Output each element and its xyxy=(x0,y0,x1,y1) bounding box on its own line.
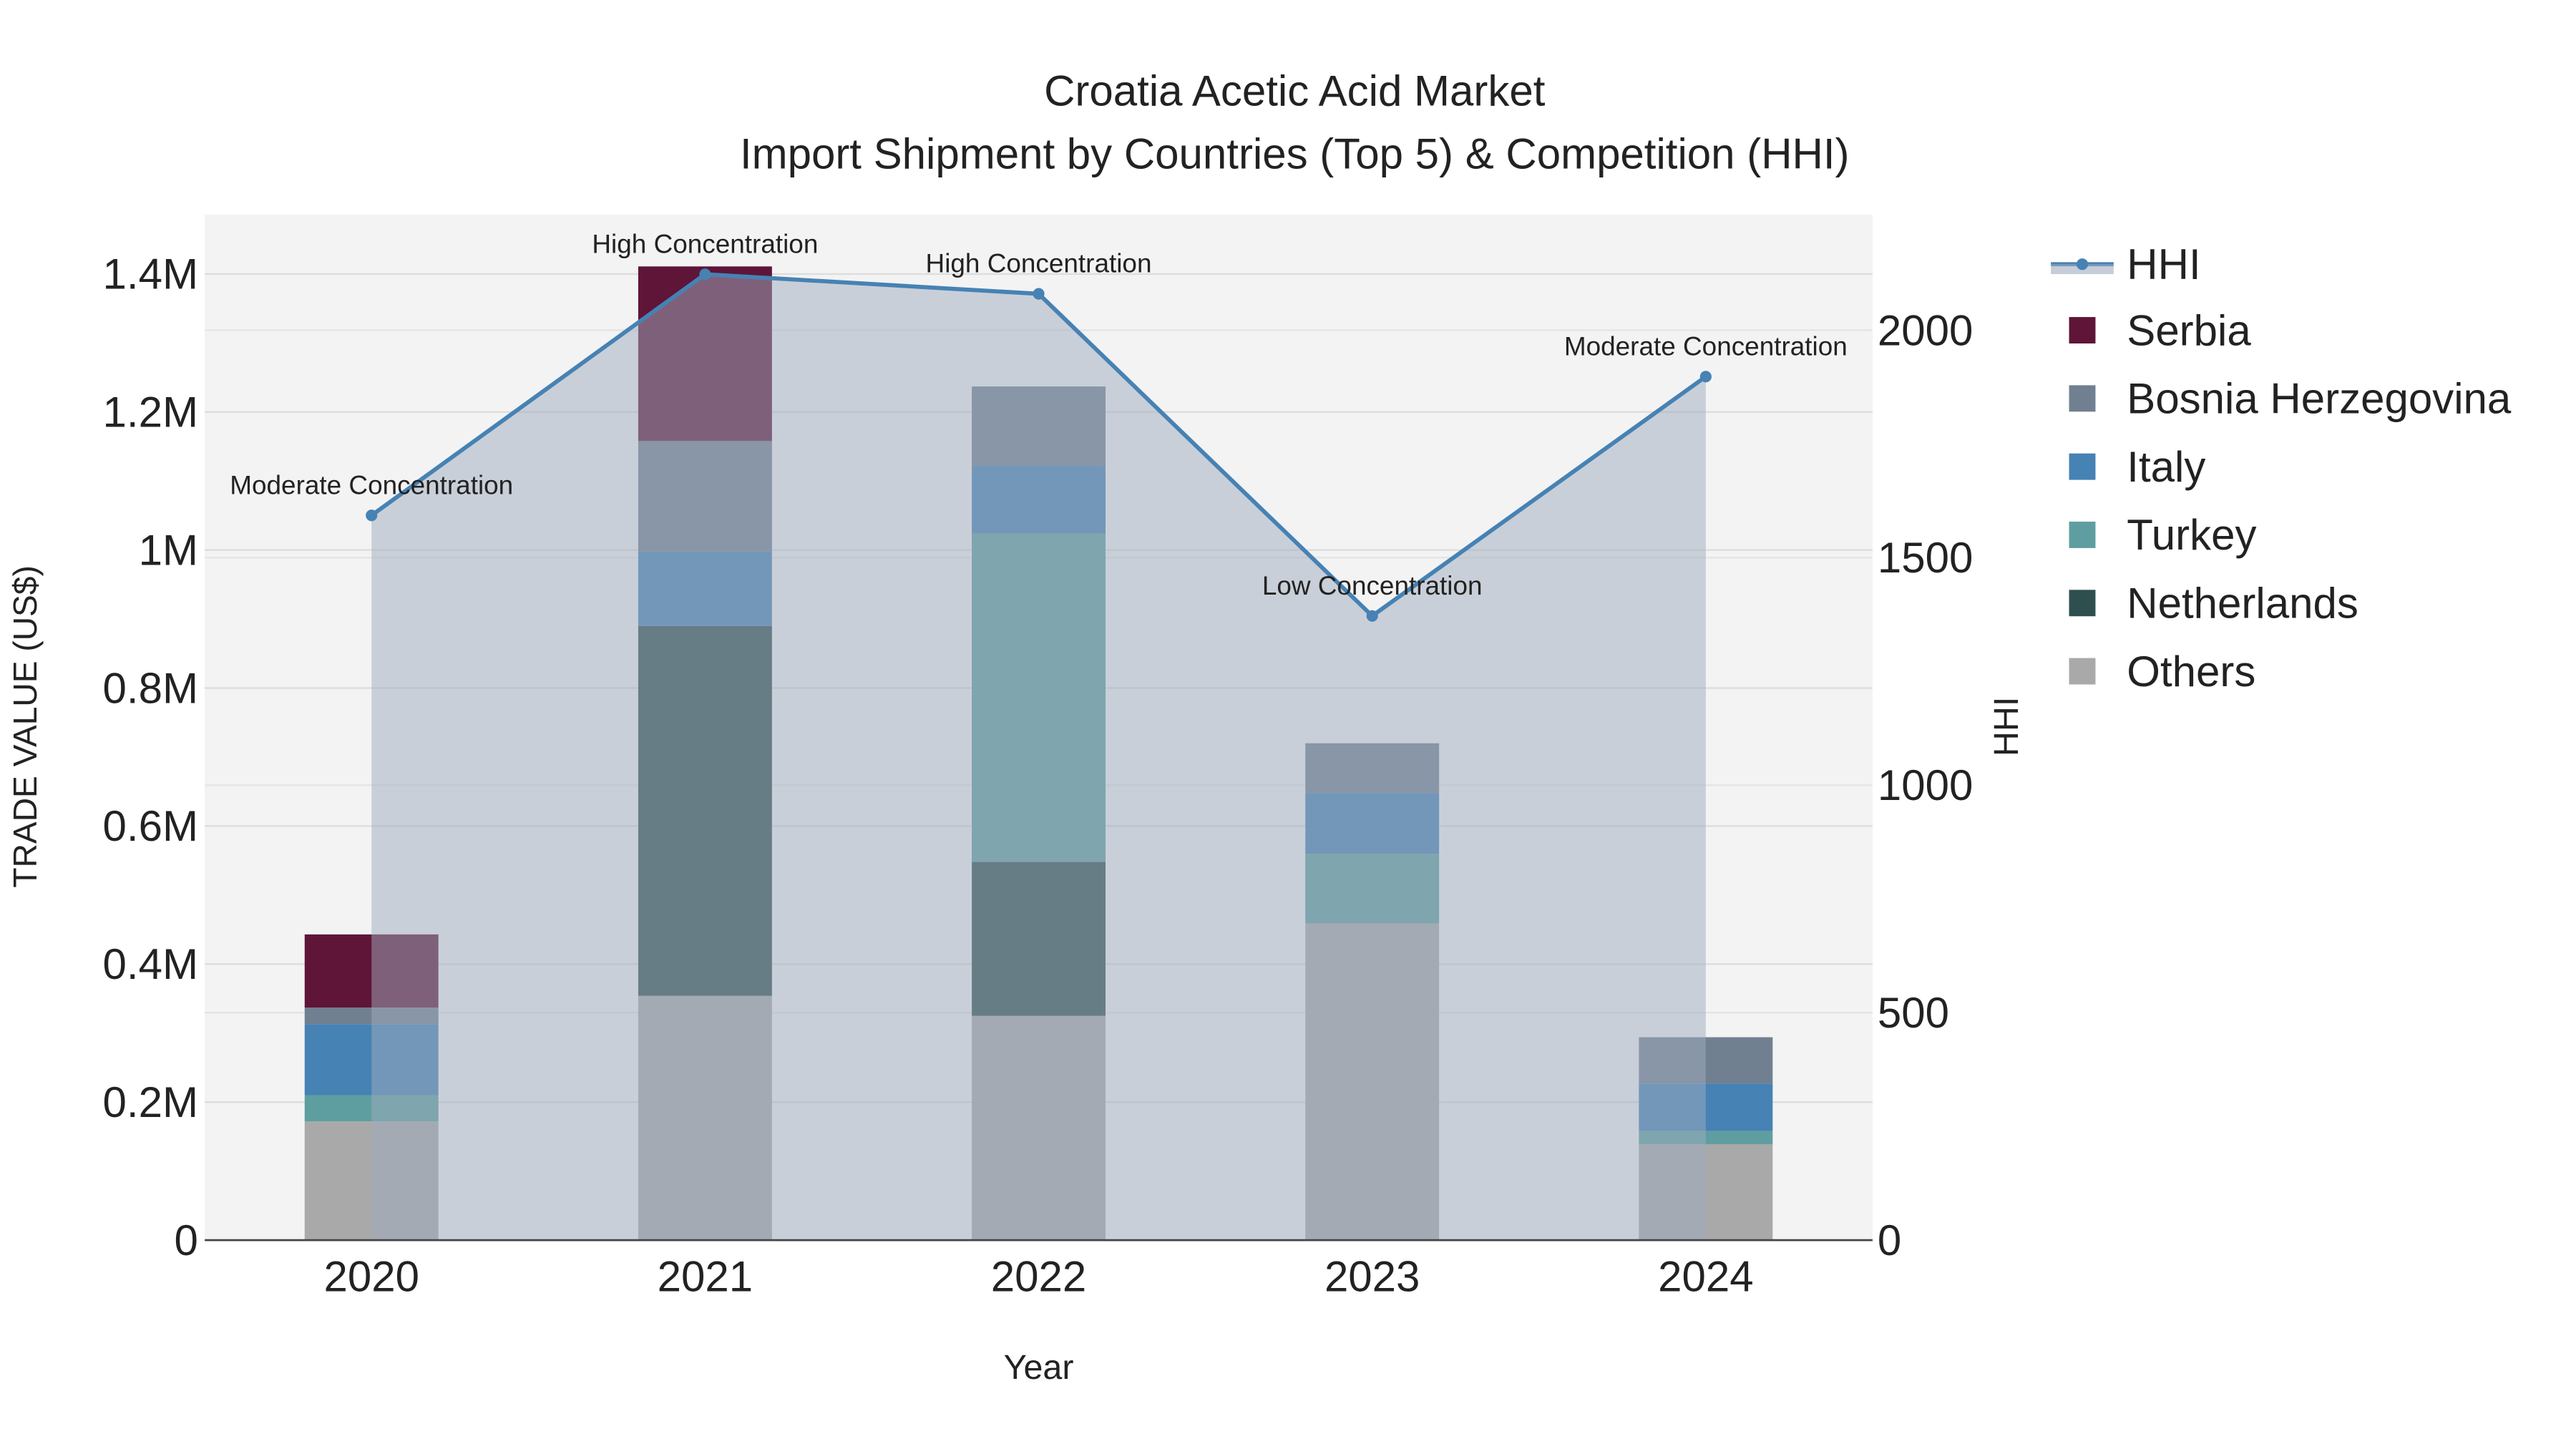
x-tick-label: 2023 xyxy=(1324,1253,1420,1301)
y2-tick-label: 0 xyxy=(1878,1216,1901,1264)
hhi-annotation: High Concentration xyxy=(592,229,818,258)
legend-label: Serbia xyxy=(2127,306,2251,354)
chart-subtitle: Import Shipment by Countries (Top 5) & C… xyxy=(740,130,1850,177)
y-axis-ticks: 0 0.2M 0.4M 0.6M 0.8M 1M 1.2M 1.4M xyxy=(103,250,198,1264)
legend-hhi-marker-icon xyxy=(2076,258,2089,270)
legend-label-hhi: HHI xyxy=(2127,240,2200,288)
y-tick-label: 1.2M xyxy=(103,389,198,436)
legend-label: Netherlands xyxy=(2127,580,2358,628)
y-tick-label: 0.4M xyxy=(103,940,198,988)
hhi-annotation: Moderate Concentration xyxy=(1564,331,1848,361)
y2-tick-label: 1000 xyxy=(1878,761,1973,809)
hhi-annotation: High Concentration xyxy=(926,249,1152,278)
hhi-point xyxy=(366,509,378,522)
x-axis-label: Year xyxy=(1004,1348,1074,1387)
y2-axis-label: HHI xyxy=(1987,697,2026,756)
legend-label: Turkey xyxy=(2127,511,2256,559)
legend-swatch-others xyxy=(2069,658,2096,685)
hhi-area xyxy=(371,274,1706,1241)
legend-swatch-serbia xyxy=(2069,317,2096,343)
x-axis-ticks: 2020 2021 2022 2023 2024 xyxy=(323,1253,1753,1301)
hhi-annotation: Low Concentration xyxy=(1262,571,1483,600)
hhi-annotation: Moderate Concentration xyxy=(230,470,513,499)
hhi-point xyxy=(1033,288,1045,300)
x-tick-label: 2020 xyxy=(323,1253,419,1301)
legend-swatch-turkey xyxy=(2069,522,2096,548)
y2-tick-label: 1500 xyxy=(1878,534,1973,582)
hhi-point xyxy=(1699,371,1712,383)
x-tick-label: 2022 xyxy=(991,1253,1086,1301)
hhi-series: Moderate Concentration High Concentration… xyxy=(230,229,1848,1241)
y-tick-label: 0.2M xyxy=(103,1078,198,1126)
y-tick-label: 0.6M xyxy=(103,802,198,850)
legend-swatch-italy xyxy=(2069,453,2096,480)
legend-label: Bosnia Herzegovina xyxy=(2127,375,2512,423)
y-tick-label: 1.4M xyxy=(103,250,198,298)
y-tick-label: 0 xyxy=(175,1216,198,1264)
hhi-point xyxy=(1366,610,1378,622)
legend-swatch-netherlands xyxy=(2069,590,2096,617)
y-axis-label: TRADE VALUE (US$) xyxy=(6,565,44,887)
x-tick-label: 2024 xyxy=(1658,1253,1753,1301)
legend-label: Italy xyxy=(2127,443,2205,491)
y2-axis-ticks: 0 500 1000 1500 2000 xyxy=(1878,306,1973,1264)
y2-tick-label: 500 xyxy=(1878,989,1949,1037)
x-tick-label: 2021 xyxy=(658,1253,753,1301)
legend: HHI Serbia Bosnia Herzegovina Italy Turkey Ne… xyxy=(2051,240,2512,696)
y-tick-label: 1M xyxy=(139,526,198,574)
legend-label: Others xyxy=(2127,648,2255,696)
chart-title: Croatia Acetic Acid Market xyxy=(1044,67,1546,115)
legend-swatch-bosnia-herzegovina xyxy=(2069,385,2096,412)
hhi-point xyxy=(699,268,711,280)
y-tick-label: 0.8M xyxy=(103,664,198,712)
y2-tick-label: 2000 xyxy=(1878,306,1973,354)
